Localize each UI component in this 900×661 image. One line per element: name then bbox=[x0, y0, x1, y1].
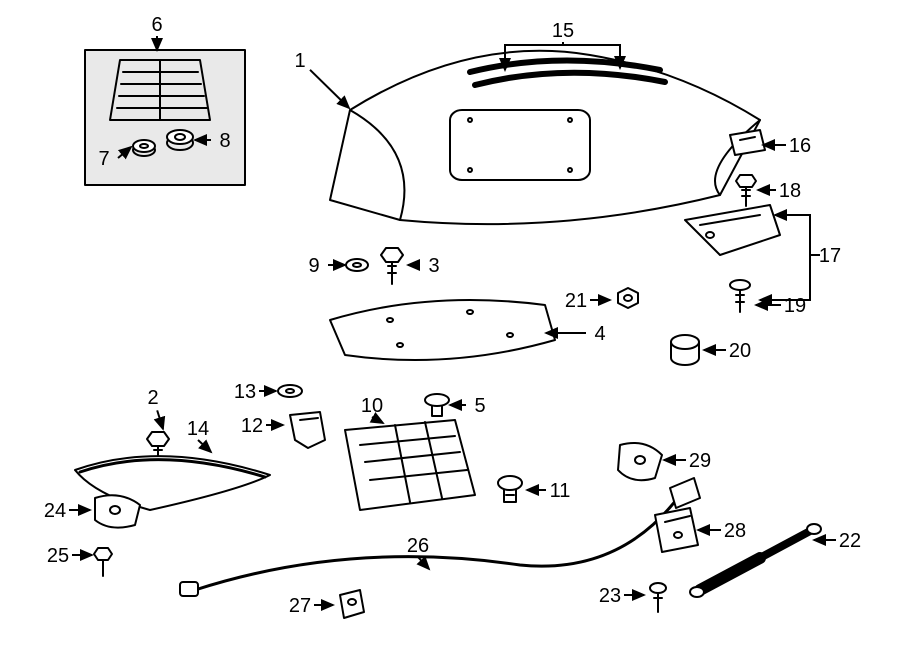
callout-label-16: 16 bbox=[789, 135, 811, 157]
callout-arrow-1 bbox=[310, 70, 349, 108]
callout-arrow-10 bbox=[372, 417, 383, 423]
callout-label-12: 12 bbox=[241, 415, 263, 437]
callout-arrow-26 bbox=[418, 557, 429, 569]
callout-label-18: 18 bbox=[779, 180, 801, 202]
part-22-strut bbox=[690, 524, 821, 597]
callout-label-29: 29 bbox=[689, 450, 711, 472]
part-24-lever bbox=[95, 495, 140, 527]
callout-label-22: 22 bbox=[839, 530, 861, 552]
part-25-bolt bbox=[94, 548, 112, 576]
part-4-insulator bbox=[330, 300, 555, 360]
callout-arrow-14 bbox=[198, 440, 211, 452]
part-19-bolt bbox=[730, 280, 750, 312]
part-21-nut bbox=[618, 288, 638, 308]
callout-label-24: 24 bbox=[44, 500, 66, 522]
part-18-bolt bbox=[736, 175, 756, 206]
callout-label-6: 6 bbox=[151, 14, 162, 36]
part-9-washer bbox=[346, 259, 368, 271]
part-28-striker bbox=[655, 508, 698, 552]
callout-label-1: 1 bbox=[294, 50, 305, 72]
callout-label-3: 3 bbox=[428, 255, 439, 277]
callout-label-23: 23 bbox=[599, 585, 621, 607]
callout-label-21: 21 bbox=[565, 290, 587, 312]
exploded-parts-diagram: 1234567891011121314151617181920212223242… bbox=[0, 0, 900, 661]
callout-label-5: 5 bbox=[474, 395, 485, 417]
part-11-clip bbox=[498, 476, 522, 502]
callout-label-7: 7 bbox=[98, 148, 109, 170]
callout-label-11: 11 bbox=[550, 480, 571, 502]
callout-label-2: 2 bbox=[147, 387, 158, 409]
part-10-scoop-insert bbox=[345, 420, 475, 510]
part-23-stud bbox=[650, 583, 666, 612]
part-17-hinge bbox=[685, 205, 780, 255]
part-29-latch bbox=[618, 443, 662, 480]
callout-label-17: 17 bbox=[819, 245, 841, 267]
part-3-bolt bbox=[381, 248, 403, 284]
callout-label-19: 19 bbox=[784, 295, 806, 317]
part-5-retainer bbox=[425, 394, 449, 416]
callout-label-8: 8 bbox=[219, 130, 230, 152]
callout-label-15: 15 bbox=[552, 20, 574, 42]
callout-label-26: 26 bbox=[407, 535, 429, 557]
callout-label-14: 14 bbox=[187, 418, 209, 440]
callout-label-25: 25 bbox=[47, 545, 69, 567]
callout-label-10: 10 bbox=[361, 395, 383, 417]
part-20-spacer bbox=[671, 335, 699, 365]
part-1-hood bbox=[330, 51, 760, 224]
callout-label-27: 27 bbox=[289, 595, 311, 617]
part-13-washer bbox=[278, 385, 302, 397]
parts-layer bbox=[75, 50, 821, 618]
callout-label-13: 13 bbox=[234, 381, 256, 403]
part-27-clip bbox=[340, 590, 364, 618]
callout-arrow-2 bbox=[157, 410, 163, 429]
callout-label-9: 9 bbox=[308, 255, 319, 277]
part-16-block bbox=[730, 130, 765, 155]
callout-label-28: 28 bbox=[724, 520, 746, 542]
callout-label-20: 20 bbox=[729, 340, 751, 362]
callout-label-4: 4 bbox=[594, 323, 605, 345]
part-12-bracket bbox=[290, 412, 325, 448]
